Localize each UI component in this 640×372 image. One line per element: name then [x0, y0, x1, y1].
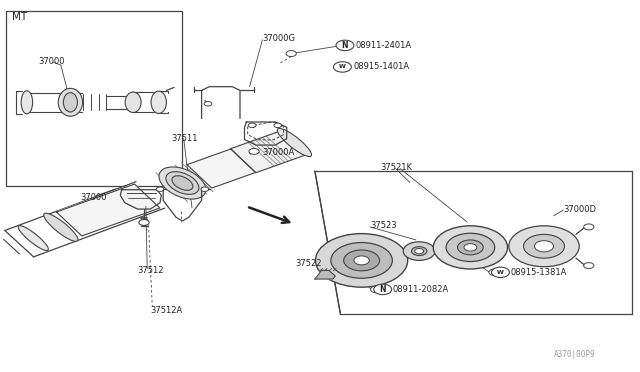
Circle shape: [336, 40, 354, 51]
Polygon shape: [187, 149, 255, 188]
Text: 37000D: 37000D: [563, 205, 596, 214]
Text: W: W: [497, 270, 504, 275]
Circle shape: [403, 242, 435, 260]
Ellipse shape: [44, 213, 78, 241]
Text: W: W: [339, 64, 346, 70]
Text: 37000: 37000: [38, 57, 65, 66]
Ellipse shape: [18, 225, 49, 251]
Text: 37523: 37523: [370, 221, 397, 230]
Text: 37512: 37512: [138, 266, 164, 275]
Circle shape: [333, 62, 351, 72]
Text: A370|00P9: A370|00P9: [554, 350, 595, 359]
Ellipse shape: [151, 91, 166, 113]
Circle shape: [489, 269, 500, 276]
Text: 08911-2082A: 08911-2082A: [393, 285, 449, 294]
Ellipse shape: [125, 92, 141, 113]
Circle shape: [492, 267, 509, 278]
Circle shape: [415, 248, 424, 254]
Text: N: N: [342, 41, 348, 50]
Text: 37000A: 37000A: [262, 148, 294, 157]
Circle shape: [412, 247, 427, 256]
Polygon shape: [315, 270, 335, 279]
Circle shape: [204, 102, 212, 106]
Circle shape: [248, 123, 256, 128]
Bar: [6, 11, 182, 186]
Circle shape: [534, 241, 554, 252]
Circle shape: [354, 256, 369, 265]
Circle shape: [374, 284, 392, 295]
Text: 37511: 37511: [172, 134, 198, 143]
Ellipse shape: [277, 128, 312, 157]
Circle shape: [156, 187, 164, 192]
Ellipse shape: [166, 171, 199, 195]
Text: 08915-1381A: 08915-1381A: [511, 268, 567, 277]
Text: 37512A: 37512A: [150, 307, 182, 315]
Text: N: N: [380, 285, 386, 294]
Ellipse shape: [58, 89, 83, 116]
Ellipse shape: [172, 176, 193, 190]
Circle shape: [371, 286, 382, 293]
Circle shape: [331, 243, 392, 278]
Circle shape: [201, 187, 209, 192]
Circle shape: [274, 123, 282, 128]
Circle shape: [286, 51, 296, 57]
Circle shape: [584, 224, 594, 230]
Circle shape: [344, 250, 380, 271]
Circle shape: [433, 226, 508, 269]
Circle shape: [458, 240, 483, 255]
Circle shape: [509, 226, 579, 267]
Circle shape: [316, 234, 408, 287]
Circle shape: [139, 219, 149, 225]
Text: 37522: 37522: [296, 259, 322, 268]
Ellipse shape: [159, 167, 206, 199]
Circle shape: [524, 234, 564, 258]
Text: 37521K: 37521K: [380, 163, 412, 172]
Text: 37000G: 37000G: [262, 34, 296, 43]
Text: 37000: 37000: [80, 193, 106, 202]
Circle shape: [249, 148, 259, 154]
Ellipse shape: [63, 93, 77, 112]
Circle shape: [446, 233, 495, 262]
Text: 08915-1401A: 08915-1401A: [353, 62, 410, 71]
Circle shape: [464, 244, 477, 251]
Polygon shape: [56, 184, 160, 236]
Ellipse shape: [21, 91, 33, 114]
Polygon shape: [230, 131, 307, 173]
Circle shape: [584, 263, 594, 269]
Text: 08911-2401A: 08911-2401A: [355, 41, 412, 50]
Text: MT: MT: [12, 12, 27, 22]
